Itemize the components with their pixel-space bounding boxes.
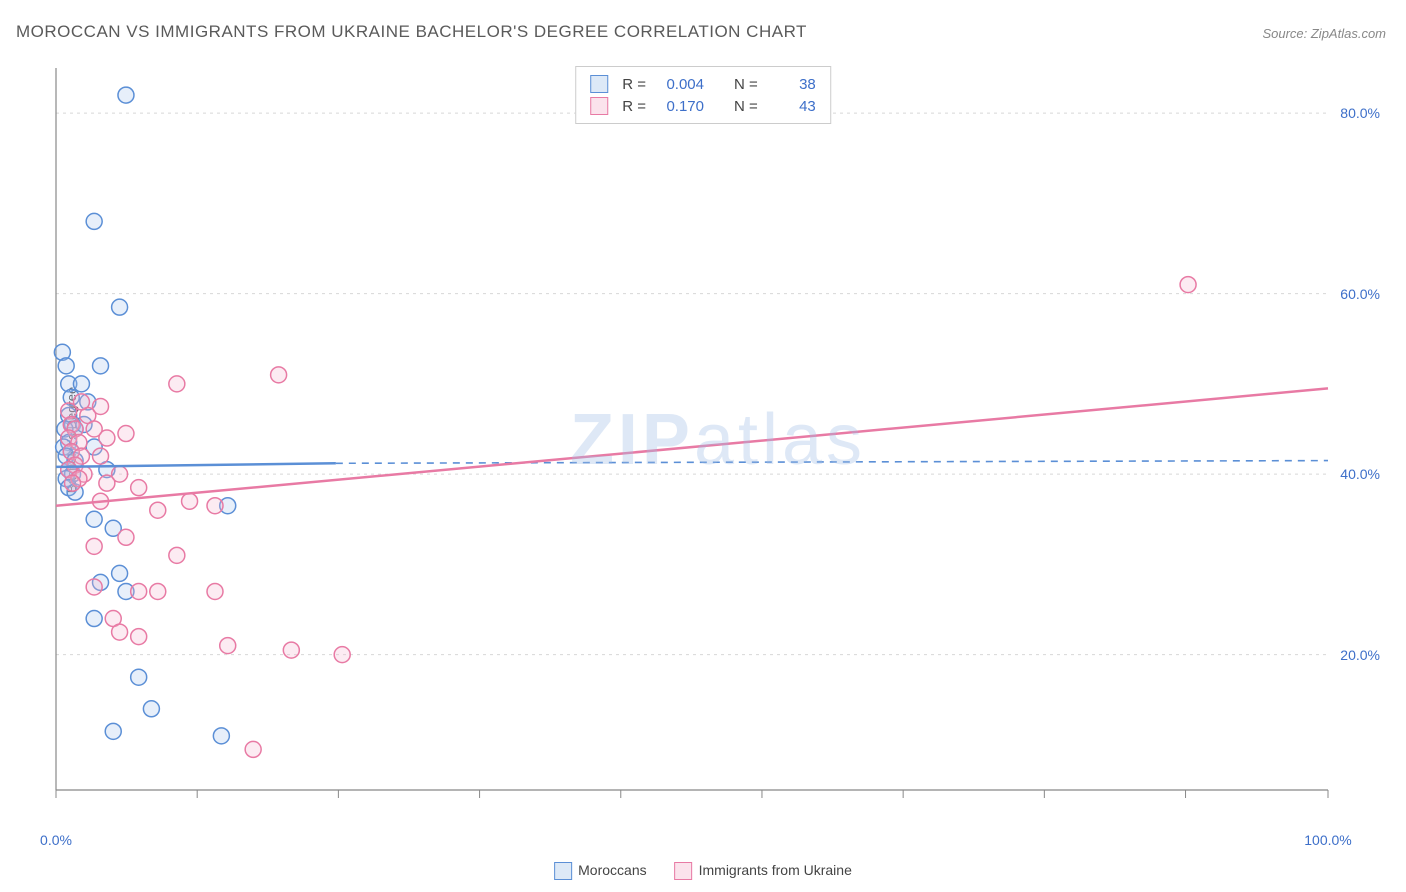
chart-area: Bachelor's Degree ZIPatlas 20.0%40.0%60.… [48, 60, 1388, 820]
correlation-legend: R = 0.004 N = 38 R = 0.170 N = 43 [575, 66, 831, 124]
legend-item: Moroccans [554, 862, 646, 880]
series-legend: Moroccans Immigrants from Ukraine [554, 862, 852, 880]
legend-swatch-icon [554, 862, 572, 880]
legend-row: R = 0.170 N = 43 [590, 95, 816, 117]
legend-row: R = 0.004 N = 38 [590, 73, 816, 95]
x-tick-label: 100.0% [1304, 832, 1351, 848]
r-label: R = [622, 76, 646, 93]
chart-title: MOROCCAN VS IMMIGRANTS FROM UKRAINE BACH… [16, 22, 807, 42]
y-tick-label: 60.0% [1340, 286, 1380, 302]
r-label: R = [622, 98, 646, 115]
legend-label: Immigrants from Ukraine [699, 862, 852, 878]
r-value: 0.170 [654, 98, 704, 115]
legend-item: Immigrants from Ukraine [675, 862, 852, 880]
y-tick-label: 80.0% [1340, 105, 1380, 121]
y-tick-label: 20.0% [1340, 647, 1380, 663]
scatter-plot [48, 60, 1388, 820]
legend-swatch-icon [590, 97, 608, 115]
n-label: N = [734, 76, 758, 93]
x-tick-label: 0.0% [40, 832, 72, 848]
n-label: N = [734, 98, 758, 115]
n-value: 38 [766, 76, 816, 93]
legend-swatch-icon [590, 75, 608, 93]
legend-label: Moroccans [578, 862, 646, 878]
source-attribution: Source: ZipAtlas.com [1262, 26, 1386, 41]
r-value: 0.004 [654, 76, 704, 93]
n-value: 43 [766, 98, 816, 115]
legend-swatch-icon [675, 862, 693, 880]
y-tick-label: 40.0% [1340, 466, 1380, 482]
